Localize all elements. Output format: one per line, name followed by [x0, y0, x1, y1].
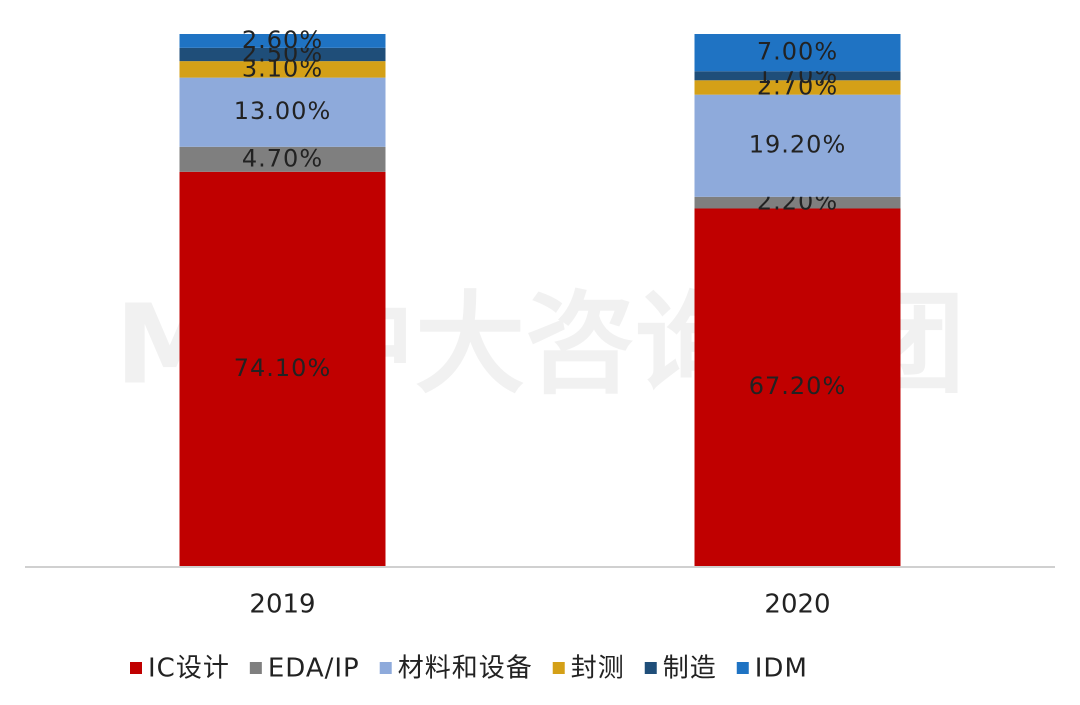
legend-label: IDM — [755, 654, 808, 684]
legend-marker — [249, 662, 262, 674]
legend-marker — [130, 662, 142, 674]
value-label: 67.20% — [749, 372, 847, 400]
legend-label: 材料和设备 — [398, 654, 533, 684]
legend-label: IC设计 — [148, 654, 230, 684]
x-tick-label: 2020 — [764, 590, 830, 620]
bar-segment — [694, 196, 901, 209]
value-label: 2.60% — [242, 26, 323, 54]
legend-label: EDA/IP — [268, 654, 360, 684]
bar-segment — [694, 34, 901, 72]
bar-segment — [694, 80, 901, 95]
bar-segment — [179, 47, 386, 62]
value-label: 4.70% — [242, 144, 323, 172]
legend-label: 制造 — [663, 654, 717, 684]
bar-segment — [694, 94, 901, 197]
bar-segment — [179, 77, 386, 147]
legend-marker — [736, 662, 749, 674]
bar-segment — [179, 146, 386, 172]
bar-segment — [694, 71, 901, 81]
value-label: 7.00% — [757, 38, 838, 66]
legend-label: 封测 — [571, 654, 625, 684]
value-label: 74.10% — [234, 354, 332, 382]
bar-segment — [179, 34, 386, 48]
bar-segment — [694, 208, 901, 566]
bar-segment — [179, 61, 386, 78]
legend-marker — [644, 662, 657, 674]
legend-marker — [552, 662, 565, 674]
bar-segment — [179, 171, 386, 566]
x-tick-label: 2019 — [249, 590, 315, 620]
value-label: 19.20% — [749, 131, 847, 159]
legend-marker — [379, 662, 392, 674]
value-label: 13.00% — [234, 97, 332, 125]
